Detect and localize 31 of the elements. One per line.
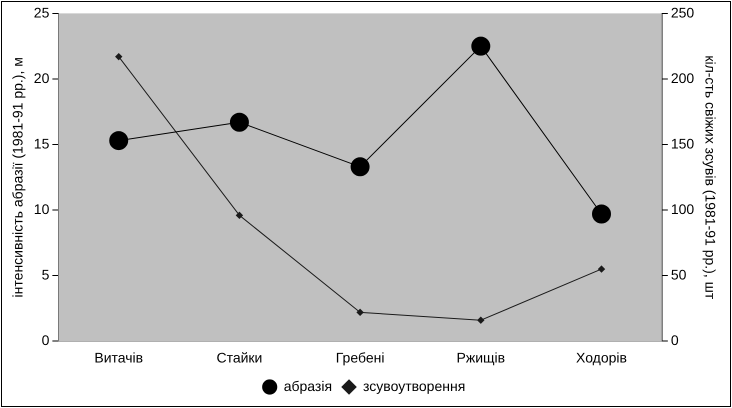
point xyxy=(109,131,128,150)
point xyxy=(356,308,364,316)
y-tick-label: 15 xyxy=(34,135,50,152)
y2-tick-label: 50 xyxy=(670,266,687,282)
x-tick-label: Гребені xyxy=(336,349,384,366)
y-tick-label: 25 xyxy=(34,4,50,20)
y-tick-label: 20 xyxy=(34,70,50,86)
x-tick-label: Витачів xyxy=(94,349,144,366)
legend-label: зсувоутворення xyxy=(363,378,466,394)
x-tick-label: Ржищів xyxy=(456,349,506,366)
point xyxy=(236,212,243,219)
y2-tick-label: 150 xyxy=(670,135,694,152)
point xyxy=(592,204,611,224)
x-tick-label: Стайки xyxy=(216,349,262,366)
y2-tick-label: 250 xyxy=(670,4,694,20)
point xyxy=(471,36,490,56)
point xyxy=(598,266,605,273)
y-axis-title: інтенсивність абразії (1981-91 рр.), м xyxy=(9,57,26,298)
x-tick-label: Ходорів xyxy=(576,349,627,366)
y-tick-label: 10 xyxy=(34,200,50,217)
y-tick-label: 0 xyxy=(42,332,50,348)
y2-axis-title: кіл-сть свіжих зсувів (1981-91 рр.), шт xyxy=(702,55,719,300)
y-tick-label: 5 xyxy=(42,266,50,282)
point xyxy=(115,53,122,60)
y2-tick-label: 0 xyxy=(670,332,679,348)
y2-tick-label: 100 xyxy=(670,200,694,217)
point xyxy=(230,112,249,132)
point xyxy=(477,316,484,324)
legend-label: абразія xyxy=(284,378,332,394)
y2-tick-label: 200 xyxy=(670,70,694,86)
point xyxy=(350,157,370,176)
